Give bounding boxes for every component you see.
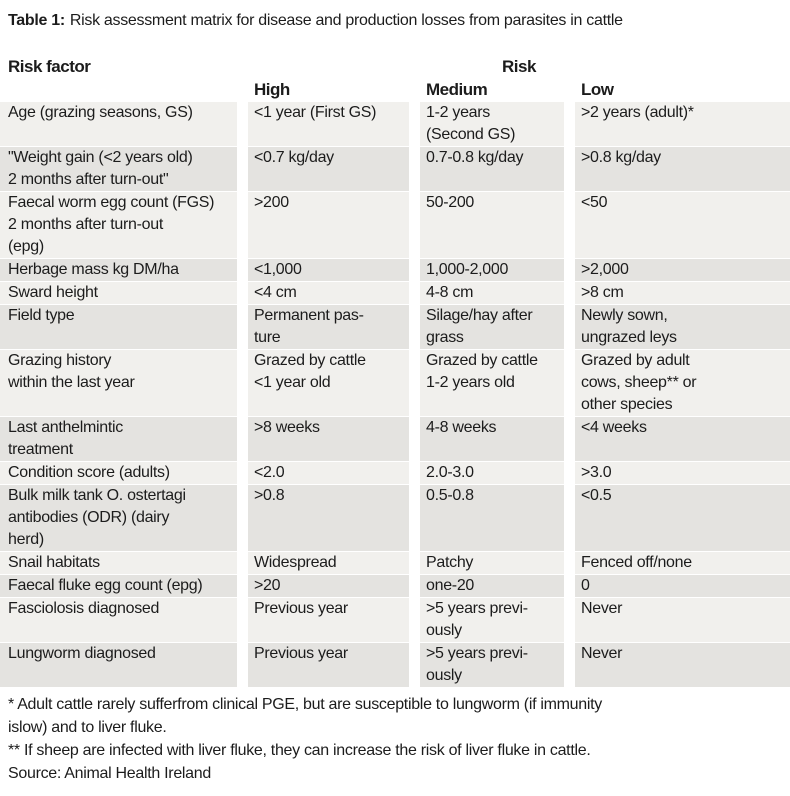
- table-row: Faecal worm egg count (FGS) 2 months aft…: [0, 192, 790, 259]
- table-title: Table 1: Risk assessment matrix for disea…: [0, 0, 790, 31]
- low-cell: >3.0: [575, 462, 790, 485]
- medium-cell: 0.5-0.8: [420, 485, 564, 552]
- risk-factor-cell: Condition score (adults): [0, 462, 237, 485]
- medium-cell: Patchy: [420, 552, 564, 575]
- column-header-row: High Medium Low: [0, 79, 790, 102]
- table-row: Faecal fluke egg count (epg) >20 one-20 0: [0, 575, 790, 598]
- risk-factor-cell: Grazing history within the last year: [0, 350, 237, 417]
- table-row: "Weight gain (<2 years old) 2 months aft…: [0, 147, 790, 192]
- medium-cell: Silage/hay after grass: [420, 305, 564, 350]
- risk-factor-cell: Last anthelmintic treatment: [0, 417, 237, 462]
- risk-factor-cell: Fasciolosis diagnosed: [0, 598, 237, 643]
- table-row: Sward height <4 cm 4-8 cm >8 cm: [0, 282, 790, 305]
- risk-factor-cell: Sward height: [0, 282, 237, 305]
- column-header-high: High: [254, 80, 290, 99]
- table-row: Field type Permanent pas- ture Silage/hay …: [0, 305, 790, 350]
- high-cell: <0.7 kg/day: [248, 147, 409, 192]
- high-cell: >0.8: [248, 485, 409, 552]
- footnote-line: ** If sheep are infected with liver fluk…: [8, 742, 591, 759]
- low-cell: Never: [575, 598, 790, 643]
- high-cell: Grazed by cattle <1 year old: [248, 350, 409, 417]
- table-row: Grazing history within the last year Graz…: [0, 350, 790, 417]
- medium-cell: 1-2 years (Second GS): [420, 102, 564, 147]
- risk-factor-cell: "Weight gain (<2 years old) 2 months aft…: [0, 147, 237, 192]
- low-cell: <4 weeks: [575, 417, 790, 462]
- risk-factor-cell: Faecal fluke egg count (epg): [0, 575, 237, 598]
- high-cell: <4 cm: [248, 282, 409, 305]
- high-cell: >8 weeks: [248, 417, 409, 462]
- risk-factor-cell: Faecal worm egg count (FGS) 2 months aft…: [0, 192, 237, 259]
- group-header-row: Risk factor Risk: [0, 56, 790, 77]
- column-header-low: Low: [581, 80, 614, 99]
- table-row: Age (grazing seasons, GS) <1 year (First …: [0, 102, 790, 147]
- high-cell: Permanent pas- ture: [248, 305, 409, 350]
- table-body: Age (grazing seasons, GS) <1 year (First …: [0, 102, 790, 688]
- medium-cell: 0.7-0.8 kg/day: [420, 147, 564, 192]
- low-cell: Grazed by adult cows, sheep** or other s…: [575, 350, 790, 417]
- medium-cell: 4-8 cm: [420, 282, 564, 305]
- medium-cell: 4-8 weeks: [420, 417, 564, 462]
- high-cell: <2.0: [248, 462, 409, 485]
- high-cell: <1 year (First GS): [248, 102, 409, 147]
- table-row: Lungworm diagnosed Previous year >5 years …: [0, 643, 790, 688]
- medium-cell: >5 years previ- ously: [420, 598, 564, 643]
- medium-cell: Grazed by cattle 1-2 years old: [420, 350, 564, 417]
- footnote-line: Source: Animal Health Ireland: [8, 765, 211, 782]
- risk-factor-cell: Lungworm diagnosed: [0, 643, 237, 688]
- risk-factor-cell: Field type: [0, 305, 237, 350]
- medium-cell: 50-200: [420, 192, 564, 259]
- medium-cell: 2.0-3.0: [420, 462, 564, 485]
- table-caption: Risk assessment matrix for disease and p…: [69, 12, 623, 29]
- low-cell: Fenced off/none: [575, 552, 790, 575]
- high-cell: Previous year: [248, 643, 409, 688]
- risk-factor-cell: Snail habitats: [0, 552, 237, 575]
- low-cell: <50: [575, 192, 790, 259]
- high-cell: >20: [248, 575, 409, 598]
- risk-factor-cell: Herbage mass kg DM/ha: [0, 259, 237, 282]
- table-row: Bulk milk tank O. ostertagi antibodies (…: [0, 485, 790, 552]
- risk-factor-header: Risk factor: [8, 57, 91, 76]
- high-cell: >200: [248, 192, 409, 259]
- table-label: Table 1:: [8, 12, 65, 29]
- low-cell: 0: [575, 575, 790, 598]
- table-row: Snail habitats Widespread Patchy Fenced off…: [0, 552, 790, 575]
- risk-factor-cell: Bulk milk tank O. ostertagi antibodies (…: [0, 485, 237, 552]
- medium-cell: >5 years previ- ously: [420, 643, 564, 688]
- table-row: Fasciolosis diagnosed Previous year >5 yea…: [0, 598, 790, 643]
- low-cell: >0.8 kg/day: [575, 147, 790, 192]
- table-row: Last anthelmintic treatment >8 weeks 4-8 w…: [0, 417, 790, 462]
- low-cell: >2,000: [575, 259, 790, 282]
- table-row: Herbage mass kg DM/ha <1,000 1,000-2,000 >2…: [0, 259, 790, 282]
- footnotes: * Adult cattle rarely sufferfrom clinica…: [0, 688, 790, 785]
- low-cell: Never: [575, 643, 790, 688]
- low-cell: >2 years (adult)*: [575, 102, 790, 147]
- low-cell: <0.5: [575, 485, 790, 552]
- footnote-line: * Adult cattle rarely sufferfrom clinica…: [8, 696, 602, 736]
- high-cell: <1,000: [248, 259, 409, 282]
- table-row: Condition score (adults) <2.0 2.0-3.0 >3.0: [0, 462, 790, 485]
- column-header-medium: Medium: [426, 80, 488, 99]
- medium-cell: 1,000-2,000: [420, 259, 564, 282]
- low-cell: >8 cm: [575, 282, 790, 305]
- risk-factor-cell: Age (grazing seasons, GS): [0, 102, 237, 147]
- low-cell: Newly sown, ungrazed leys: [575, 305, 790, 350]
- high-cell: Previous year: [248, 598, 409, 643]
- high-cell: Widespread: [248, 552, 409, 575]
- risk-group-header: Risk: [502, 57, 536, 76]
- medium-cell: one-20: [420, 575, 564, 598]
